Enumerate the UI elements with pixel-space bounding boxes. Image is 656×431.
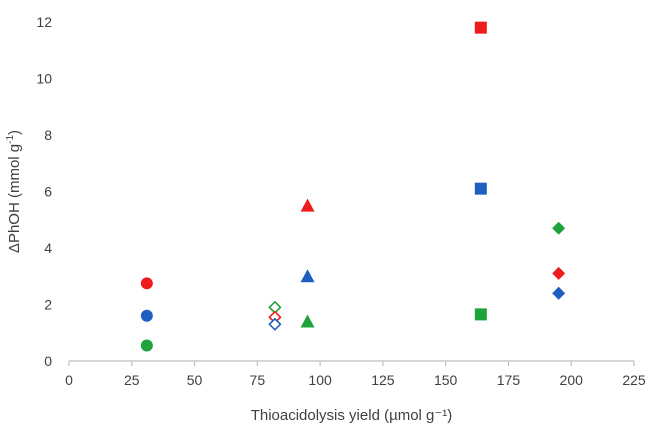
y-tick-label: 4: [44, 240, 52, 256]
data-point-triangle-red: [300, 198, 315, 212]
data-point-diamond-blue: [552, 286, 566, 300]
x-axis-title: Thioacidolysis yield (µmol g⁻¹): [251, 407, 453, 424]
data-point-triangle-blue: [300, 269, 315, 283]
y-axis-title-main: ΔPhOH (mmol g: [6, 144, 23, 253]
y-axis-title: ΔPhOH (mmol g-1): [5, 130, 23, 253]
x-tick-label: 175: [497, 372, 521, 388]
x-tick-label: 50: [187, 372, 203, 388]
x-tick-label: 100: [308, 372, 332, 388]
data-point-diamond-red: [552, 266, 566, 280]
data-point-diamond-green: [552, 221, 566, 235]
x-tick-label: 125: [371, 372, 395, 388]
data-point-square-green: [474, 308, 487, 321]
y-tick-label: 6: [44, 184, 52, 200]
x-tick-label: 0: [65, 372, 73, 388]
x-tick-label: 25: [124, 372, 140, 388]
x-tick-label: 75: [250, 372, 266, 388]
data-point-circle-red: [140, 277, 153, 290]
y-axis-title-end: ): [6, 130, 23, 135]
data-point-square-red: [474, 21, 487, 34]
y-tick-label: 10: [36, 71, 52, 87]
data-point-circle-green: [140, 339, 153, 352]
y-axis-title-sup: -1: [5, 135, 16, 144]
data-point-square-blue: [474, 182, 487, 195]
data-point-circle-blue: [140, 309, 153, 322]
data-point-diamond-blue: [268, 317, 282, 331]
y-tick-label: 8: [44, 127, 52, 143]
x-tick-label: 225: [622, 372, 646, 388]
x-tick-label: 200: [560, 372, 584, 388]
x-axis-ticks: 0 25 50 75 100 125 150 175 200 225: [65, 361, 646, 388]
y-tick-label: 0: [44, 353, 52, 369]
data-point-triangle-green: [300, 314, 315, 328]
y-axis-ticks: 0 2 4 6 8 10 12: [36, 14, 52, 369]
data-points: [140, 21, 566, 352]
y-tick-label: 12: [36, 14, 52, 30]
y-tick-label: 2: [44, 297, 52, 313]
x-tick-label: 150: [434, 372, 458, 388]
